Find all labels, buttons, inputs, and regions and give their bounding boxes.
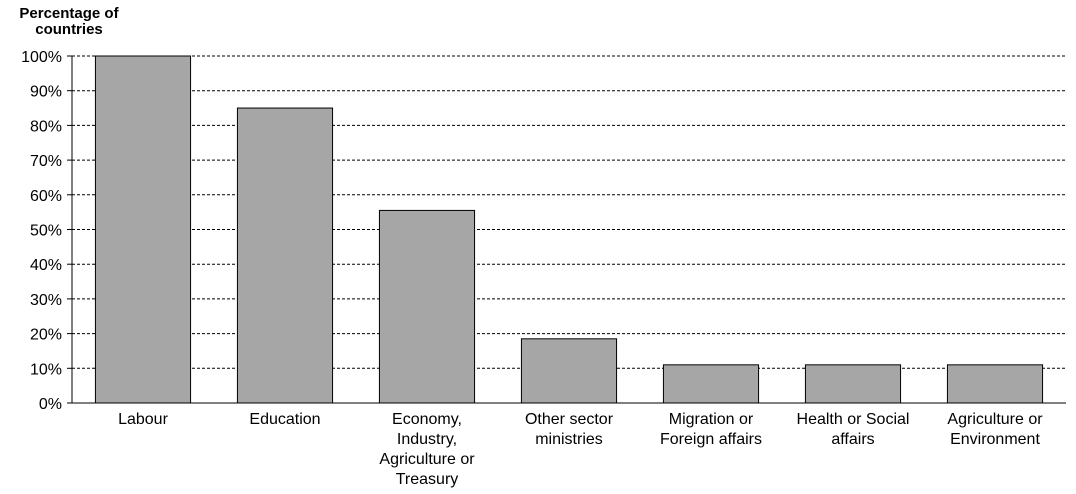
x-tick-label: Health or Social affairs	[797, 411, 910, 448]
y-tick-label: 70%	[30, 153, 62, 170]
y-tick-label: 0%	[39, 396, 62, 413]
bar	[94, 55, 192, 404]
y-tick-label: 100%	[21, 49, 62, 66]
bar	[804, 364, 902, 404]
bar	[520, 338, 618, 404]
y-tick-label: 10%	[30, 361, 62, 378]
x-tick-label: Education	[249, 411, 320, 428]
y-tick-label: 20%	[30, 327, 62, 344]
y-tick-label: 40%	[30, 257, 62, 274]
y-axis-title-text: Percentage of countries	[19, 5, 119, 38]
x-tick-label: Labour	[118, 411, 168, 428]
y-axis-title: Percentage of countries	[10, 6, 128, 38]
x-tick-label: Economy, Industry, Agriculture or Treasury	[379, 411, 475, 488]
bar	[378, 209, 476, 404]
y-tick-label: 60%	[30, 188, 62, 205]
bar	[946, 364, 1044, 404]
y-tick-label: 80%	[30, 118, 62, 135]
x-tick-label: Migration or Foreign affairs	[660, 411, 762, 448]
y-tick-label: 90%	[30, 84, 62, 101]
x-tick-label: Other sector ministries	[525, 411, 614, 448]
y-tick-label: 50%	[30, 223, 62, 240]
bar	[236, 107, 334, 404]
bar	[662, 364, 760, 404]
y-tick-label: 30%	[30, 292, 62, 309]
x-tick-label: Agriculture or Environment	[947, 411, 1043, 448]
